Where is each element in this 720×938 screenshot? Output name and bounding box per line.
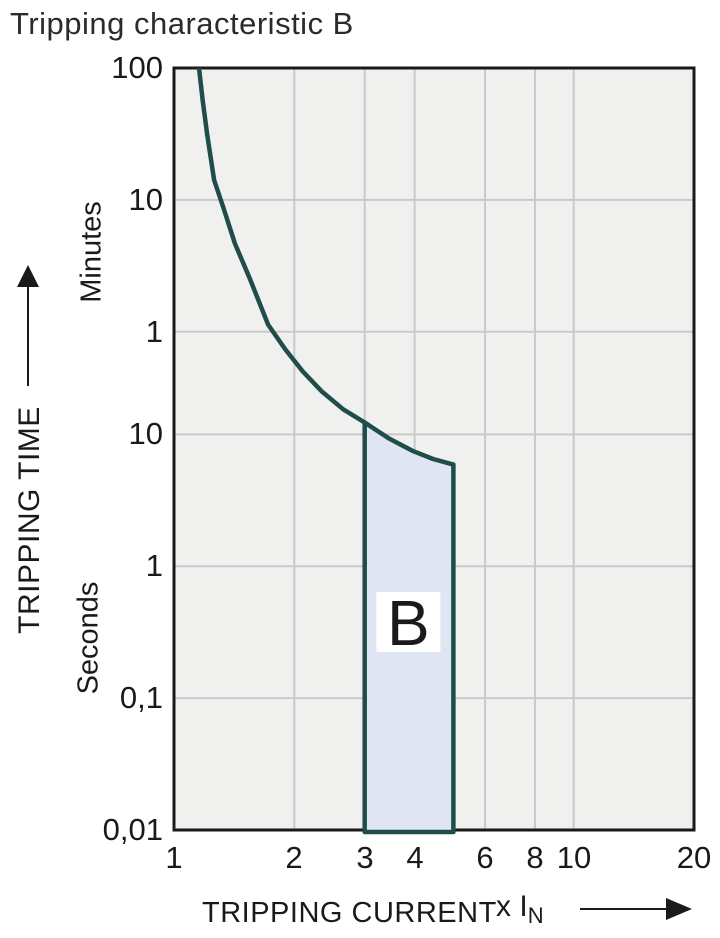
x-tick-label: 8 xyxy=(526,840,544,875)
band-label-box xyxy=(376,592,441,652)
thermal-curve xyxy=(196,67,366,425)
unit-symbol: I xyxy=(519,890,528,923)
x-tick-label: 1 xyxy=(165,840,183,875)
x-axis-ticks: 1 2 3 4 6 8 10 20 xyxy=(0,840,720,880)
y-axis-ticks: 100 10 1 10 1 0,1 0,01 xyxy=(0,0,163,938)
unit-subscript: N xyxy=(527,903,544,928)
y-tick-label: 1 xyxy=(145,548,163,583)
y-tick-label: 10 xyxy=(128,182,163,217)
y-tick-label: 100 xyxy=(111,50,163,85)
right-arrow-icon xyxy=(580,898,692,920)
x-axis-unit-label: x IN xyxy=(496,890,544,929)
x-tick-label: 2 xyxy=(285,840,303,875)
x-tick-label: 6 xyxy=(476,840,494,875)
x-tick-label: 10 xyxy=(556,840,592,875)
y-tick-label: 10 xyxy=(128,416,163,451)
unit-prefix: x xyxy=(496,890,511,923)
y-tick-label: 1 xyxy=(145,314,163,349)
x-tick-label: 20 xyxy=(676,840,712,875)
y-tick-label: 0,01 xyxy=(102,812,163,847)
band-label: B xyxy=(387,587,430,659)
x-tick-label: 4 xyxy=(406,840,424,875)
x-axis-title: TRIPPING CURRENT xyxy=(202,897,497,929)
up-arrow-icon xyxy=(17,265,39,386)
right-arrow-head xyxy=(666,898,692,920)
x-tick-label: 3 xyxy=(356,840,374,875)
y-tick-label: 0,1 xyxy=(119,680,163,715)
chart-title: Tripping characteristic B xyxy=(10,6,354,41)
up-arrow-head xyxy=(17,265,39,287)
